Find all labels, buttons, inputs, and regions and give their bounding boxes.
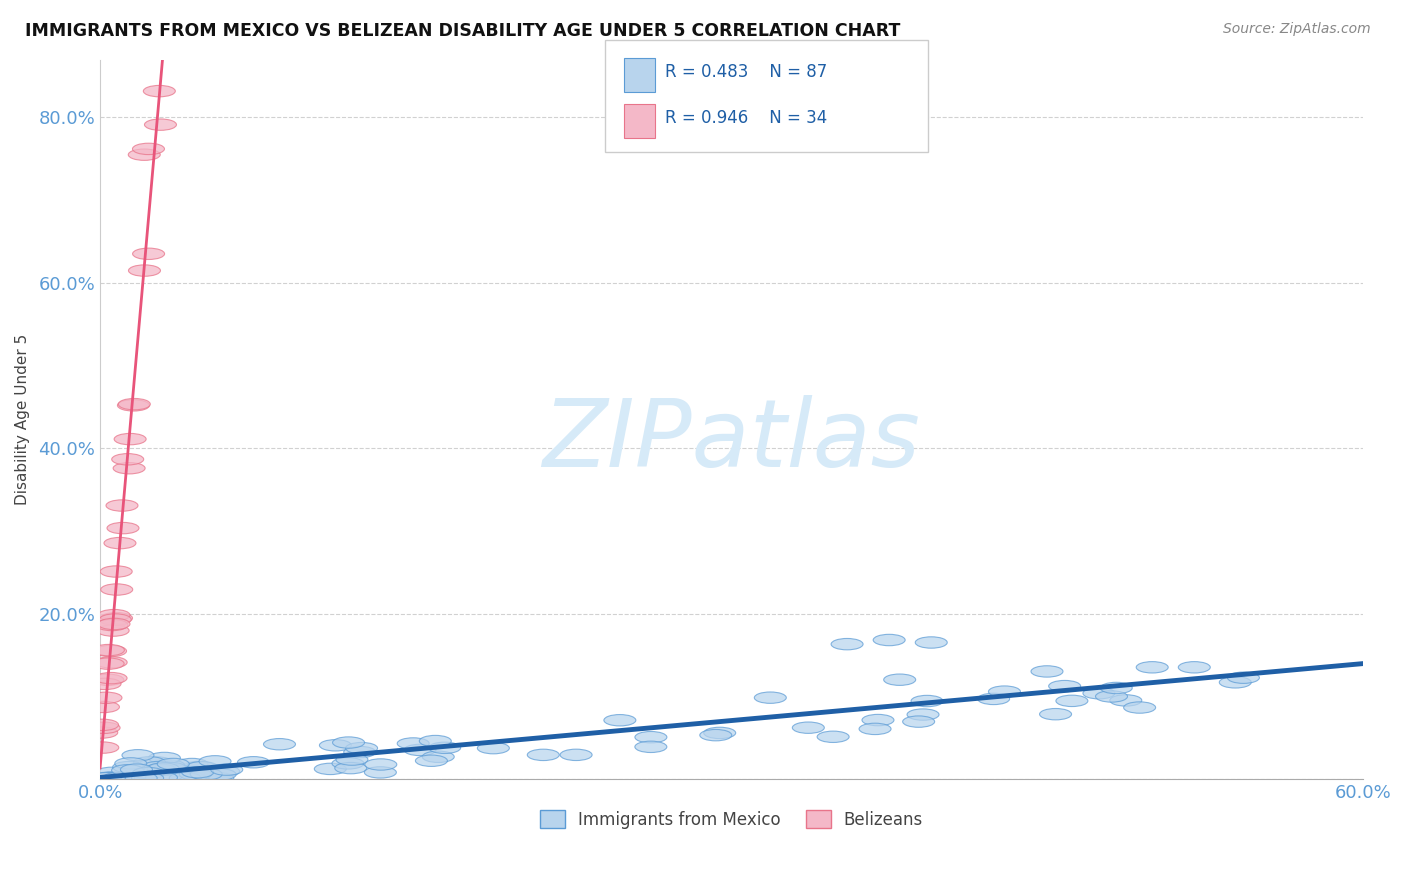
Text: Source: ZipAtlas.com: Source: ZipAtlas.com bbox=[1223, 22, 1371, 37]
Text: IMMIGRANTS FROM MEXICO VS BELIZEAN DISABILITY AGE UNDER 5 CORRELATION CHART: IMMIGRANTS FROM MEXICO VS BELIZEAN DISAB… bbox=[25, 22, 901, 40]
Legend: Immigrants from Mexico, Belizeans: Immigrants from Mexico, Belizeans bbox=[533, 804, 929, 835]
Text: R = 0.483    N = 87: R = 0.483 N = 87 bbox=[665, 63, 827, 81]
Text: R = 0.946    N = 34: R = 0.946 N = 34 bbox=[665, 110, 827, 128]
Text: ZIPatlas: ZIPatlas bbox=[543, 395, 921, 486]
Y-axis label: Disability Age Under 5: Disability Age Under 5 bbox=[15, 334, 30, 505]
